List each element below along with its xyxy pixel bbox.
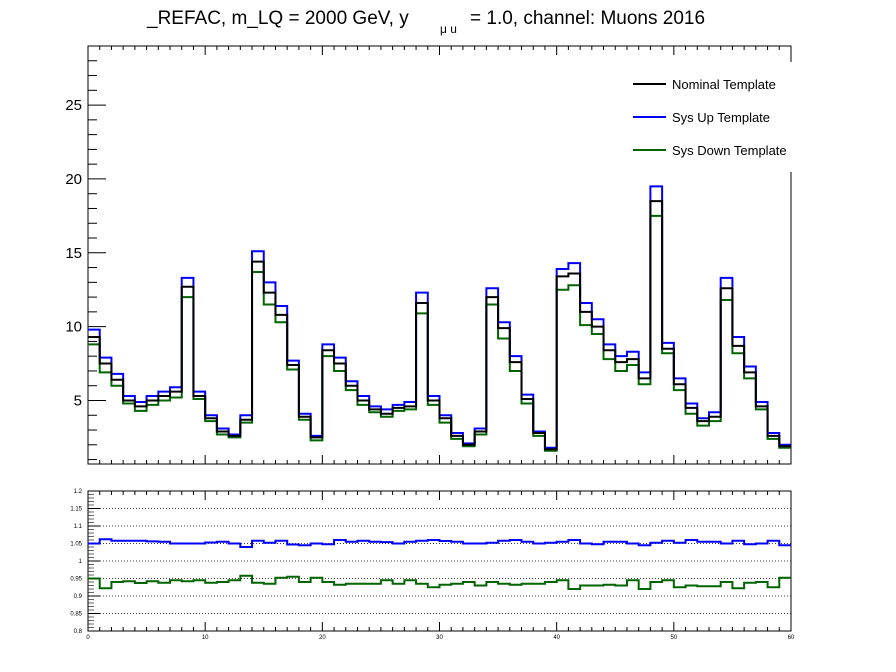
series-line-nominal-template [88,200,791,451]
y-tick-label: 1.05 [70,542,82,548]
y-tick-label: 5 [74,392,82,409]
x-tick-label: 50 [670,635,677,641]
y-tick-label: 1.1 [74,524,83,530]
y-tick-label: 25 [65,97,82,114]
y-tick-label: 10 [65,319,82,336]
x-tick-label: 10 [202,635,209,641]
legend-label: Nominal Template [672,77,776,92]
y-tick-label: 0.8 [74,629,83,635]
y-tick-label: 20 [65,171,82,188]
y-tick-label: 0.95 [70,577,82,583]
title-subscript: μ u [440,22,457,36]
main-plot-panel: 5 10 15 20 25 [65,45,792,465]
title-suffix: = 1.0, channel: Muons 2016 [470,8,705,29]
y-tick-label: 1.15 [70,507,82,513]
legend: Nominal Template Sys Up Template Sys Down … [614,62,804,172]
legend-label: Sys Down Template [672,143,787,158]
title-prefix: _REFAC, m_LQ = 2000 GeV, y [146,8,409,29]
x-tick-label: 30 [436,635,443,641]
y-tick-label: 0.9 [74,594,83,600]
chart-title: _REFAC, m_LQ = 2000 GeV, y μ u = 1.0, ch… [146,8,705,38]
x-tick-label: 20 [319,635,326,641]
x-tick-label: 40 [553,635,560,641]
x-tick-label: 0 [86,635,90,641]
legend-label: Sys Up Template [672,110,770,125]
y-tick-label: 1 [79,559,83,565]
ratio-line-sys-up-template [88,538,791,548]
ratio-line-sys-down-template [88,574,791,590]
y-tick-label: 1.2 [74,489,83,495]
x-tick-label: 60 [788,635,795,641]
y-tick-label: 15 [65,245,82,262]
ratio-plot-panel: 0.8 0.85 0.9 0.95 1 1.05 1.1 1.15 1.2 0 10 20 30 40 50… [70,489,795,641]
y-tick-label: 0.85 [70,612,82,618]
